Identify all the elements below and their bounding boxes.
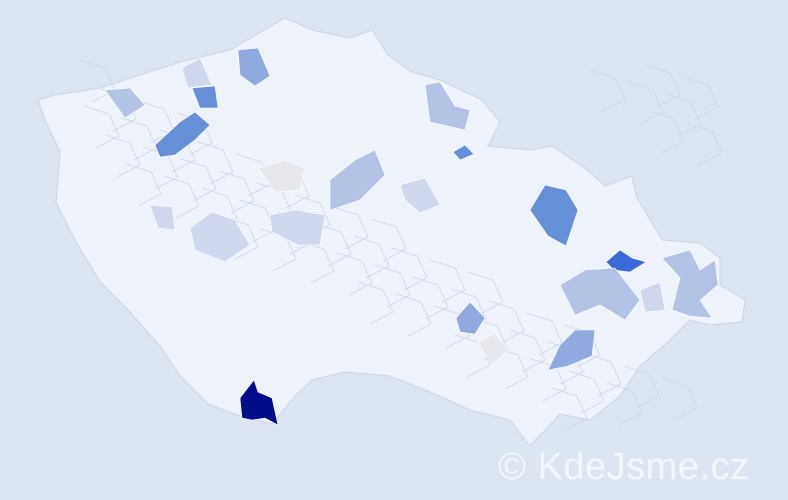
district-border — [125, 163, 162, 207]
district-border — [138, 100, 175, 144]
district-border — [686, 122, 723, 166]
district[interactable] — [455, 301, 486, 335]
district-border — [218, 170, 255, 214]
district-border — [336, 252, 373, 296]
district-border — [163, 175, 200, 219]
district-border — [648, 110, 685, 154]
district[interactable] — [529, 184, 579, 247]
district[interactable] — [269, 209, 326, 246]
district[interactable] — [257, 159, 306, 193]
district-border — [589, 69, 626, 113]
district-border — [467, 271, 504, 315]
district-border — [83, 105, 120, 149]
district-border — [526, 312, 563, 356]
district-border — [564, 324, 601, 368]
district-border — [412, 276, 449, 320]
district[interactable] — [639, 281, 666, 313]
district-border — [121, 117, 158, 161]
district-border — [353, 235, 390, 279]
district[interactable] — [154, 111, 211, 158]
district-border — [180, 158, 217, 202]
district-border — [661, 377, 698, 421]
district[interactable] — [559, 267, 641, 321]
district[interactable] — [191, 85, 219, 109]
district-border — [682, 76, 719, 120]
district[interactable] — [477, 332, 509, 367]
district-border — [370, 218, 407, 262]
district-border — [623, 365, 660, 409]
district-border — [551, 387, 588, 431]
district-border — [374, 264, 411, 308]
highlighted-districts — [104, 47, 719, 426]
district-border — [488, 300, 525, 344]
district-border — [665, 93, 702, 137]
district[interactable] — [189, 211, 251, 263]
district-border — [606, 382, 643, 426]
district[interactable] — [104, 87, 146, 119]
watermark: © KdeJsme.cz — [498, 446, 750, 488]
district[interactable] — [181, 57, 213, 89]
district[interactable] — [329, 149, 386, 211]
district[interactable] — [399, 177, 441, 214]
country-outline — [37, 17, 746, 447]
district[interactable] — [149, 204, 176, 231]
district-border — [585, 353, 622, 397]
district-border — [530, 358, 567, 402]
district[interactable] — [547, 329, 596, 371]
district-border — [568, 370, 605, 414]
district[interactable] — [661, 249, 719, 319]
district-border — [509, 329, 546, 373]
district[interactable] — [237, 47, 271, 87]
district[interactable] — [424, 81, 471, 131]
district-border — [104, 134, 141, 178]
district[interactable] — [239, 379, 279, 426]
district-border — [142, 146, 179, 190]
district[interactable] — [452, 144, 475, 161]
district-border — [357, 281, 394, 325]
district-border — [429, 259, 466, 303]
district-border — [315, 223, 352, 267]
district-border — [239, 199, 276, 243]
district-border — [332, 206, 369, 250]
district-border — [627, 81, 664, 125]
district-border — [197, 141, 234, 185]
district-border — [79, 59, 116, 103]
district-border — [391, 247, 428, 291]
district-border — [395, 293, 432, 337]
district-border — [644, 64, 681, 108]
